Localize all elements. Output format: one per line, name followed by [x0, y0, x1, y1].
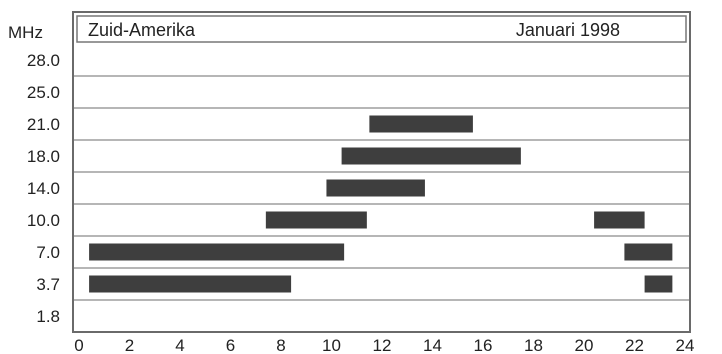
- bar: [265, 211, 367, 229]
- x-tick-label: 20: [575, 336, 594, 354]
- title-box: [76, 15, 687, 43]
- y-tick-label: 14.0: [27, 179, 60, 198]
- bar: [624, 243, 673, 261]
- y-tick-label: 7.0: [36, 243, 60, 262]
- x-tick-label: 18: [524, 336, 543, 354]
- x-tick-label: 2: [125, 336, 134, 354]
- y-tick-label: 21.0: [27, 115, 60, 134]
- y-tick-label: 1.8: [36, 307, 60, 326]
- x-tick-label: 6: [226, 336, 235, 354]
- x-tick-label: 22: [625, 336, 644, 354]
- x-tick-labels: 0 2 4 6 8 10 12 14 16 18 20 22 24: [74, 336, 694, 354]
- chart-title: Zuid-Amerika: [88, 20, 196, 40]
- y-tick-label: 3.7: [36, 275, 60, 294]
- plot-frame: [72, 11, 691, 333]
- bar: [89, 275, 292, 293]
- y-tick-label: 25.0: [27, 83, 60, 102]
- bars: [89, 115, 673, 293]
- bar: [644, 275, 673, 293]
- x-tick-label: 10: [322, 336, 341, 354]
- x-tick-label: 16: [474, 336, 493, 354]
- bar: [369, 115, 473, 133]
- y-tick-labels: 28.0 25.0 21.0 18.0 14.0 10.0 7.0 3.7 1.8: [27, 51, 60, 326]
- y-tick-label: 10.0: [27, 211, 60, 230]
- x-tick-label: 12: [373, 336, 392, 354]
- gridlines: [73, 75, 690, 301]
- x-tick-label: 0: [74, 336, 83, 354]
- y-axis-label: MHz: [8, 23, 43, 42]
- x-tick-label: 4: [175, 336, 184, 354]
- bar: [341, 147, 521, 165]
- x-tick-label: 14: [423, 336, 442, 354]
- chart-subtitle: Januari 1998: [516, 20, 620, 40]
- x-tick-label: 24: [676, 336, 695, 354]
- bar: [89, 243, 345, 261]
- x-tick-label: 8: [276, 336, 285, 354]
- y-tick-label: 18.0: [27, 147, 60, 166]
- bar: [326, 179, 425, 197]
- bar: [594, 211, 645, 229]
- y-tick-label: 28.0: [27, 51, 60, 70]
